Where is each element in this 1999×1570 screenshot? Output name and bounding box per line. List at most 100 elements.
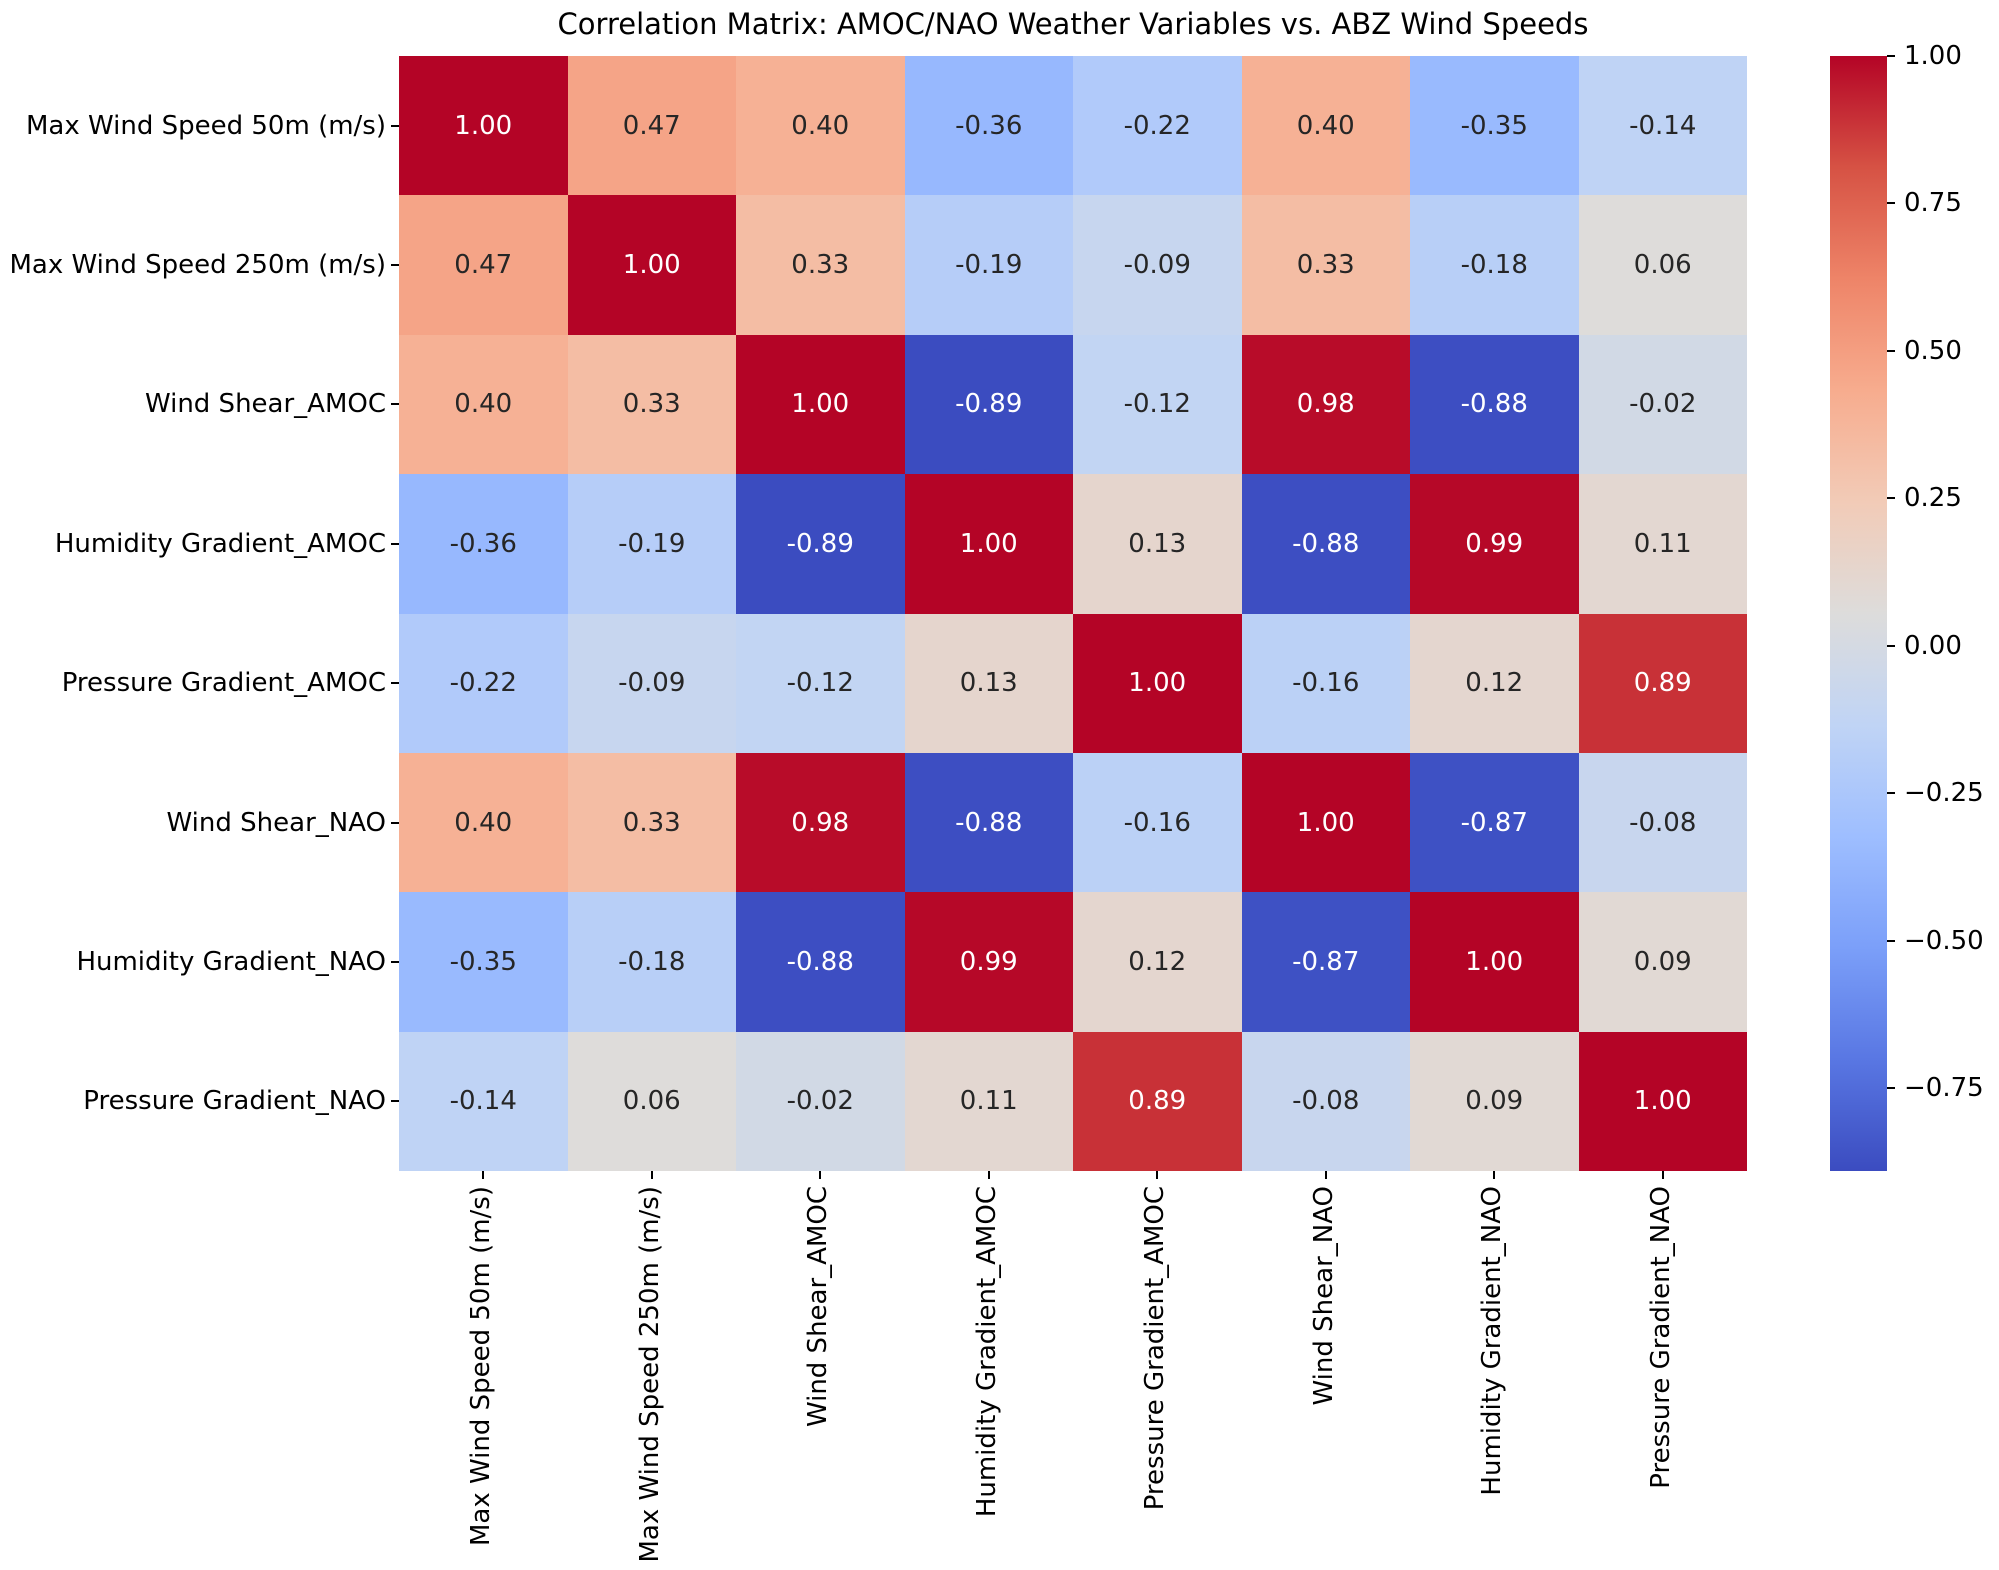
heatmap-cell: 0.12 [1410, 613, 1579, 753]
heatmap-cell: -0.88 [1410, 334, 1579, 475]
cell-value: 0.89 [1128, 1086, 1187, 1117]
cell-value: 0.09 [1465, 1086, 1524, 1117]
cell-value: -0.18 [618, 946, 686, 977]
cell-value: -0.88 [955, 807, 1023, 838]
heatmap-cell: 1.00 [736, 334, 905, 475]
heatmap-cell: -0.18 [1410, 195, 1579, 335]
x-axis-tick-label: Pressure Gradient_AMOC [1140, 1186, 1171, 1511]
cell-value: 0.12 [1465, 668, 1524, 699]
y-axis-tick-label: Humidity Gradient_NAO [76, 946, 386, 977]
heatmap-cell: -0.19 [567, 474, 736, 614]
cell-value: -0.88 [786, 946, 854, 977]
y-axis-tick-label: Pressure Gradient_NAO [83, 1086, 386, 1117]
y-axis-tick-mark [391, 821, 399, 824]
heatmap-cell: 0.33 [567, 752, 736, 893]
heatmap-cell: -0.89 [736, 474, 905, 614]
y-axis-tick-mark [391, 960, 399, 963]
heatmap-cell: -0.88 [736, 892, 905, 1032]
heatmap-cell: 0.89 [1073, 1031, 1242, 1171]
colorbar-tick-mark [1887, 644, 1895, 647]
y-axis-tick-mark [391, 264, 399, 267]
cell-value: -0.12 [1123, 389, 1191, 420]
cell-value: 1.00 [1465, 946, 1524, 977]
cell-value: -0.08 [1629, 807, 1697, 838]
heatmap-cell: 0.33 [736, 195, 905, 335]
heatmap-cell: 0.98 [1241, 334, 1410, 475]
heatmap-cell: 0.09 [1410, 1031, 1579, 1171]
cell-value: 1.00 [791, 389, 850, 420]
cell-value: 0.98 [1296, 389, 1355, 420]
colorbar-tick-mark [1887, 1087, 1895, 1090]
cell-value: -0.09 [618, 668, 686, 699]
cell-value: 0.40 [1296, 110, 1355, 141]
heatmap-cell: 1.00 [1410, 892, 1579, 1032]
heatmap-cell: 1.00 [567, 195, 736, 335]
cell-value: -0.35 [1460, 110, 1528, 141]
cell-value: -0.36 [449, 528, 517, 559]
cell-value: 1.00 [1633, 1086, 1692, 1117]
colorbar-tick-mark [1887, 55, 1895, 57]
heatmap-cell: -0.08 [1578, 752, 1747, 893]
cell-value: -0.87 [1292, 946, 1360, 977]
colorbar-tick-label: −0.50 [1904, 925, 1984, 956]
colorbar-tick-label: 0.75 [1904, 188, 1962, 219]
cell-value: 1.00 [1128, 668, 1187, 699]
x-axis-tick-label: Max Wind Speed 250m (m/s) [634, 1186, 665, 1563]
heatmap-cell: 1.00 [1578, 1031, 1747, 1171]
heatmap-cell: 0.40 [1241, 56, 1410, 196]
heatmap-cell: 0.06 [567, 1031, 736, 1171]
colorbar-tick-label: 0.50 [1904, 335, 1962, 366]
x-axis-tick-mark [1493, 1171, 1496, 1179]
heatmap-cell: 0.40 [399, 752, 568, 893]
heatmap-cell: -0.02 [736, 1031, 905, 1171]
heatmap-cell: -0.36 [399, 474, 568, 614]
cell-value: -0.16 [1123, 807, 1191, 838]
cell-value: 0.33 [1296, 250, 1355, 281]
y-axis-tick-label: Max Wind Speed 250m (m/s) [9, 250, 386, 281]
heatmap-cell: 0.12 [1073, 892, 1242, 1032]
y-axis-tick-label: Wind Shear_NAO [166, 807, 386, 838]
heatmap-cell: 0.09 [1578, 892, 1747, 1032]
heatmap-cell: -0.88 [904, 752, 1073, 893]
cell-value: 0.98 [791, 807, 850, 838]
heatmap-cell: -0.16 [1073, 752, 1242, 893]
cell-value: -0.18 [1460, 250, 1528, 281]
heatmap-cell: 0.47 [399, 195, 568, 335]
heatmap-cell: 0.33 [567, 334, 736, 475]
heatmap-cell: 0.98 [736, 752, 905, 893]
heatmap-cell: 0.13 [1073, 474, 1242, 614]
x-axis-tick-mark [1324, 1171, 1327, 1179]
cell-value: -0.89 [955, 389, 1023, 420]
cell-value: 0.09 [1633, 946, 1692, 977]
x-axis-tick-mark [987, 1171, 990, 1179]
cell-value: 1.00 [622, 250, 681, 281]
colorbar-tick-label: 0.25 [1904, 483, 1962, 514]
x-axis-tick-mark [650, 1171, 653, 1179]
cell-value: -0.16 [1292, 668, 1360, 699]
colorbar-tick-label: 1.00 [1904, 41, 1962, 71]
y-axis-tick-mark [391, 1100, 399, 1103]
cell-value: -0.36 [955, 110, 1023, 141]
heatmap-cell: -0.09 [567, 613, 736, 753]
heatmap-cell: 0.40 [736, 56, 905, 196]
cell-value: -0.89 [786, 528, 854, 559]
cell-value: 0.40 [454, 807, 513, 838]
cell-value: 1.00 [1296, 807, 1355, 838]
colorbar-tick-label: −0.75 [1904, 1073, 1984, 1104]
y-axis-tick-label: Pressure Gradient_AMOC [61, 668, 386, 699]
cell-value: -0.88 [1292, 528, 1360, 559]
cell-value: -0.14 [449, 1086, 517, 1117]
heatmap-cell: 0.99 [1410, 474, 1579, 614]
x-axis-tick-label: Wind Shear_NAO [1308, 1186, 1339, 1406]
x-axis-tick-label: Pressure Gradient_NAO [1645, 1186, 1676, 1489]
heatmap-cell: 1.00 [904, 474, 1073, 614]
heatmap-cell: -0.02 [1578, 334, 1747, 475]
y-axis-tick-mark [391, 542, 399, 545]
cell-value: 0.33 [622, 389, 681, 420]
heatmap-cell: -0.18 [567, 892, 736, 1032]
y-axis-tick-mark [391, 124, 399, 127]
y-axis-tick-mark [391, 682, 399, 685]
x-axis-tick-label: Humidity Gradient_AMOC [971, 1186, 1002, 1518]
cell-value: -0.35 [449, 946, 517, 977]
